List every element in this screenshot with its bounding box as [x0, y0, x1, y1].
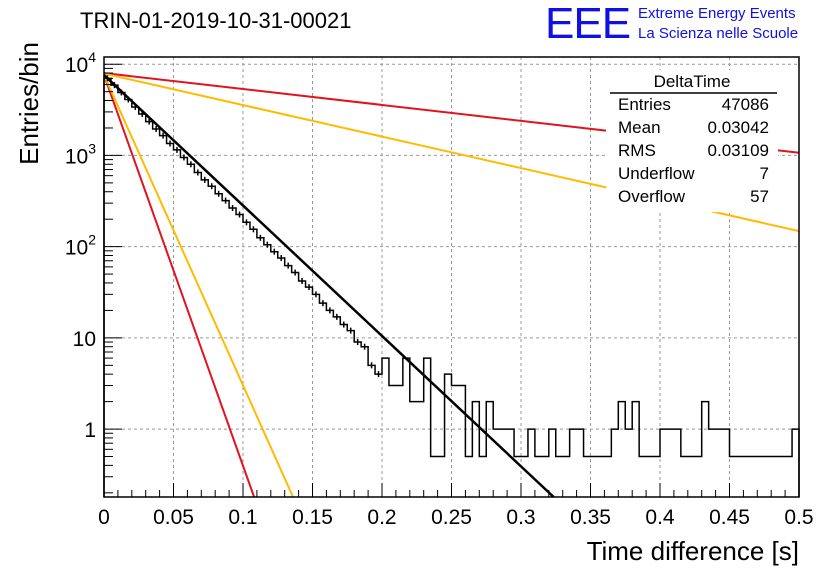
logo-line-1: Extreme Energy Events	[638, 5, 796, 22]
fit-line	[103, 74, 555, 498]
stats-row-value: 7	[760, 164, 769, 183]
x-tick-label: 0.5	[784, 506, 813, 529]
x-tick-label: 0.25	[431, 506, 472, 529]
y-tick-label: 1	[84, 419, 96, 442]
y-tick-labels: 1 10 102 103 104	[65, 49, 96, 442]
y-axis-title: Entries/bin	[14, 42, 44, 165]
x-tick-label: 0.3	[506, 506, 535, 529]
y-tick-label: 10	[73, 328, 96, 351]
y-tick-label: 102	[65, 232, 96, 260]
stats-box: DeltaTime Entries 47086 Mean 0.03042 RMS 0.03…	[606, 70, 778, 212]
grid-lines	[104, 57, 799, 497]
stats-row-value: 57	[750, 187, 769, 206]
stats-row-value: 47086	[722, 95, 769, 114]
x-tick-label: 0	[98, 506, 110, 529]
stats-row-label: Entries	[618, 95, 671, 114]
histogram-outline	[103, 77, 800, 497]
stats-row-value: 0.03109	[708, 141, 769, 160]
logo-subtitle: Extreme Energy Events La Scienza nelle S…	[638, 4, 798, 44]
logo-line-2: La Scienza nelle Scuole	[638, 25, 799, 42]
x-tick-label: 0.15	[292, 506, 333, 529]
y-tick-label: 103	[65, 140, 96, 168]
x-tick-label: 0.45	[709, 506, 750, 529]
axis-ticks	[103, 63, 800, 497]
stats-box-title: DeltaTime	[654, 72, 731, 91]
fit-line	[103, 74, 294, 498]
x-tick-label: 0.2	[367, 506, 396, 529]
fit-line	[103, 74, 256, 498]
x-axis-title: Time difference [s]	[587, 536, 799, 566]
x-tick-label: 0.05	[153, 506, 194, 529]
stats-row-label: Mean	[618, 118, 661, 137]
x-tick-label: 0.35	[570, 506, 611, 529]
stats-row-label: RMS	[618, 141, 656, 160]
stats-row-value: 0.03042	[708, 118, 769, 137]
eee-logo: EEE	[545, 0, 631, 48]
x-tick-label: 0.4	[645, 506, 675, 529]
y-tick-exponent: 2	[88, 232, 96, 248]
y-tick-exponent: 3	[88, 140, 96, 156]
chart-title: TRIN-01-2019-10-31-00021	[80, 8, 352, 33]
y-tick-exponent: 4	[88, 49, 96, 65]
x-tick-labels: 0 0.05 0.1 0.15 0.2 0.25 0.3 0.35 0.4 0.45 0.5	[98, 506, 813, 529]
x-tick-label: 0.1	[228, 506, 257, 529]
histogram-bins	[103, 77, 800, 497]
stats-row-label: Underflow	[618, 164, 695, 183]
stats-row-label: Overflow	[618, 187, 686, 206]
y-tick-label: 104	[65, 49, 96, 77]
